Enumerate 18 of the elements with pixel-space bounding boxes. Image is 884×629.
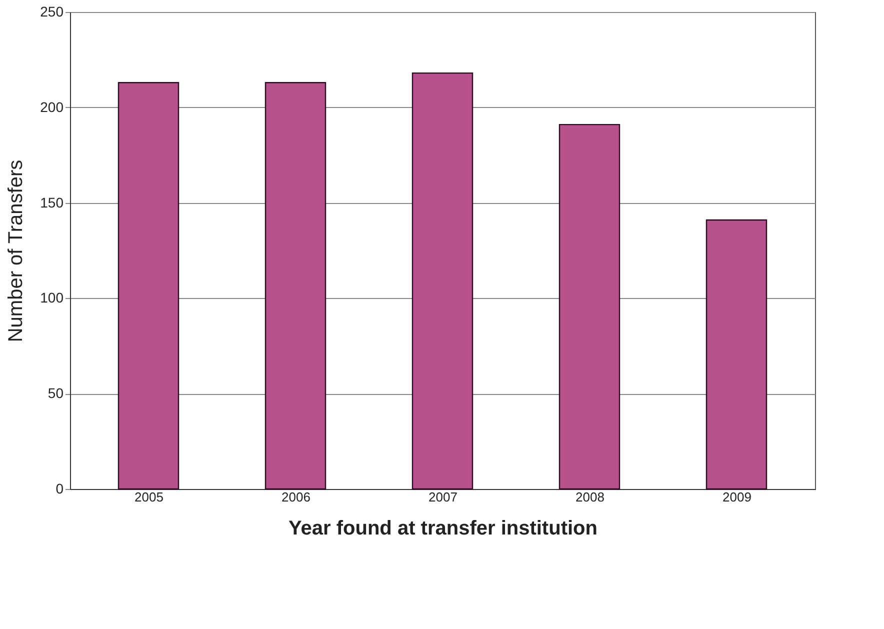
bar [412, 72, 474, 490]
bar [558, 124, 620, 490]
y-tick-label: 50 [48, 385, 64, 402]
bar [706, 219, 768, 490]
x-tick-label: 2008 [576, 490, 604, 504]
bar [264, 82, 326, 490]
y-tick-label: 100 [40, 290, 64, 306]
x-tick-label: 2006 [282, 490, 310, 504]
x-tick-label: 2005 [134, 490, 164, 504]
y-axis-title: Number of Transfers [5, 160, 28, 342]
y-tick-label: 150 [40, 194, 64, 210]
x-tick-label: 2007 [428, 490, 458, 504]
x-axis-title: Year found at transfer institution [288, 518, 598, 540]
bar [118, 82, 180, 490]
y-tick-label: 250 [40, 4, 64, 20]
y-tick-label: 0 [56, 480, 64, 496]
x-tick-label: 2009 [722, 490, 752, 504]
y-tick-label: 200 [40, 98, 64, 115]
